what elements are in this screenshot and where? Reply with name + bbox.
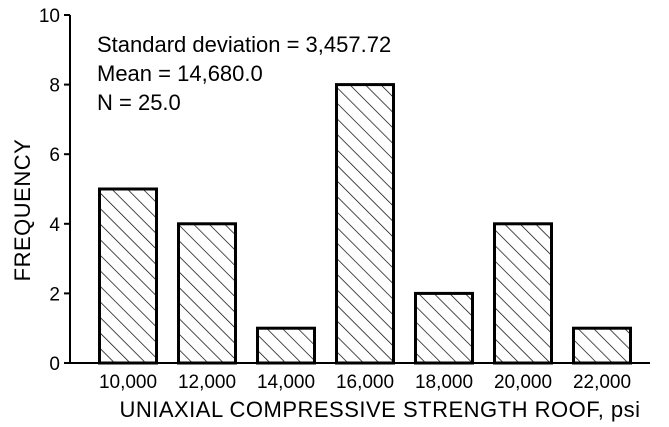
y-axis-title: FREQUENCY (10, 139, 35, 282)
histogram-bar (177, 222, 237, 365)
x-tick-label: 16,000 (336, 372, 394, 393)
x-tick-label: 22,000 (573, 372, 631, 393)
histogram-bar (256, 326, 316, 365)
y-tick-label: 10 (39, 6, 60, 27)
histogram-bar (98, 187, 158, 365)
y-tick-label: 2 (49, 284, 60, 305)
x-tick-label: 10,000 (99, 372, 157, 393)
bars-layer (98, 83, 632, 365)
x-tick-label: 18,000 (415, 372, 473, 393)
n-annotation: N = 25.0 (97, 90, 181, 115)
histogram-bar (335, 83, 395, 365)
x-tick-label: 14,000 (257, 372, 315, 393)
ticks-layer: 0 2 4 6 8 10 10,000 12,000 14,000 16,000 18,000 20,… (39, 6, 631, 393)
mean-annotation: Mean = 14,680.0 (97, 61, 263, 86)
histogram-bar (414, 291, 474, 365)
y-tick-label: 0 (49, 354, 60, 375)
std-deviation-annotation: Standard deviation = 3,457.72 (97, 32, 391, 57)
y-tick-label: 8 (49, 76, 60, 97)
x-axis-title: UNIAXIAL COMPRESSIVE STRENGTH ROOF, psi (119, 397, 640, 422)
histogram-bar (572, 326, 632, 365)
y-tick-label: 6 (49, 145, 60, 166)
y-tick-label: 4 (49, 215, 60, 236)
x-tick-label: 20,000 (494, 372, 552, 393)
x-tick-label: 12,000 (178, 372, 236, 393)
histogram-bar (493, 222, 553, 365)
